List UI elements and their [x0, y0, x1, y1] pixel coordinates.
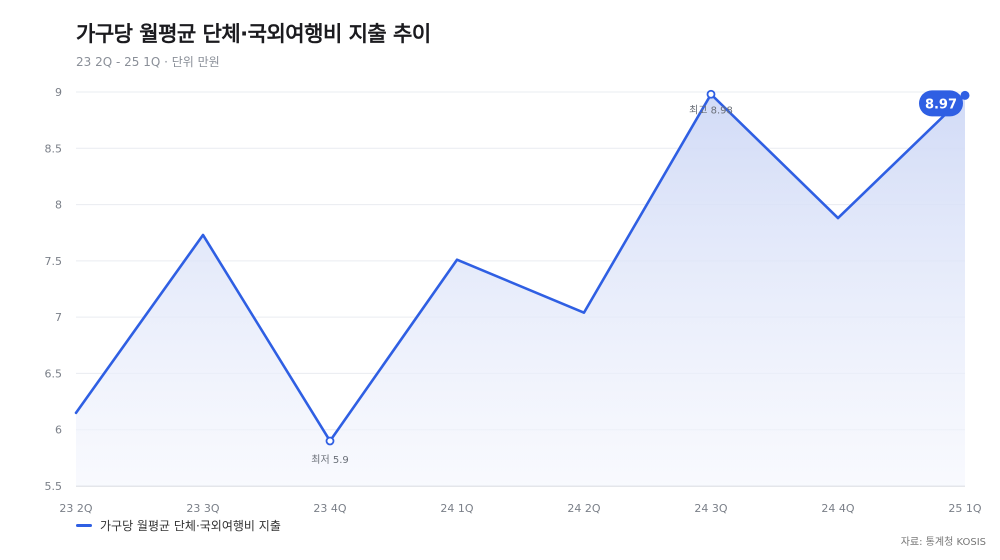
y-tick-label: 7.5: [45, 255, 63, 268]
source-note: 자료: 통계청 KOSIS: [900, 537, 986, 548]
y-tick-label: 6.5: [45, 367, 63, 380]
last-point-marker: [960, 90, 970, 100]
min-label: 최저 5.9: [311, 454, 348, 466]
value-callout-badge: [919, 90, 963, 117]
x-tick-label: 24 3Q: [694, 502, 727, 515]
x-tick-label: 24 2Q: [567, 502, 600, 515]
x-tick-label: 25 1Q: [948, 502, 981, 515]
y-tick-label: 6: [55, 424, 62, 437]
legend-label: 가구당 월평균 단체·국외여행비 지출: [100, 519, 281, 533]
x-tick-label: 24 1Q: [440, 502, 473, 515]
y-tick-label: 7: [55, 311, 62, 324]
legend: 가구당 월평균 단체·국외여행비 지출: [76, 517, 281, 534]
value-callout-label: 8.97: [925, 97, 957, 112]
y-tick-label: 9: [55, 86, 62, 99]
chart-subtitle: 23 2Q - 25 1Q · 단위 만원: [76, 55, 220, 69]
x-tick-label: 23 2Q: [59, 502, 92, 515]
legend-swatch: [76, 524, 92, 527]
max-point-marker: [706, 89, 716, 99]
x-tick-label: 23 4Q: [313, 502, 346, 515]
max-label: 최고 8.98: [689, 104, 733, 116]
series-line: [74, 92, 967, 443]
y-tick-label: 8: [55, 199, 62, 212]
series-area: [76, 94, 965, 486]
x-tick-label: 23 3Q: [186, 502, 219, 515]
x-tick-label: 24 4Q: [821, 502, 854, 515]
y-tick-label: 5.5: [45, 480, 63, 493]
min-point-marker: [325, 436, 335, 446]
chart-title: 가구당 월평균 단체·국외여행비 지출 추이: [76, 22, 431, 46]
y-tick-label: 8.5: [45, 142, 63, 155]
